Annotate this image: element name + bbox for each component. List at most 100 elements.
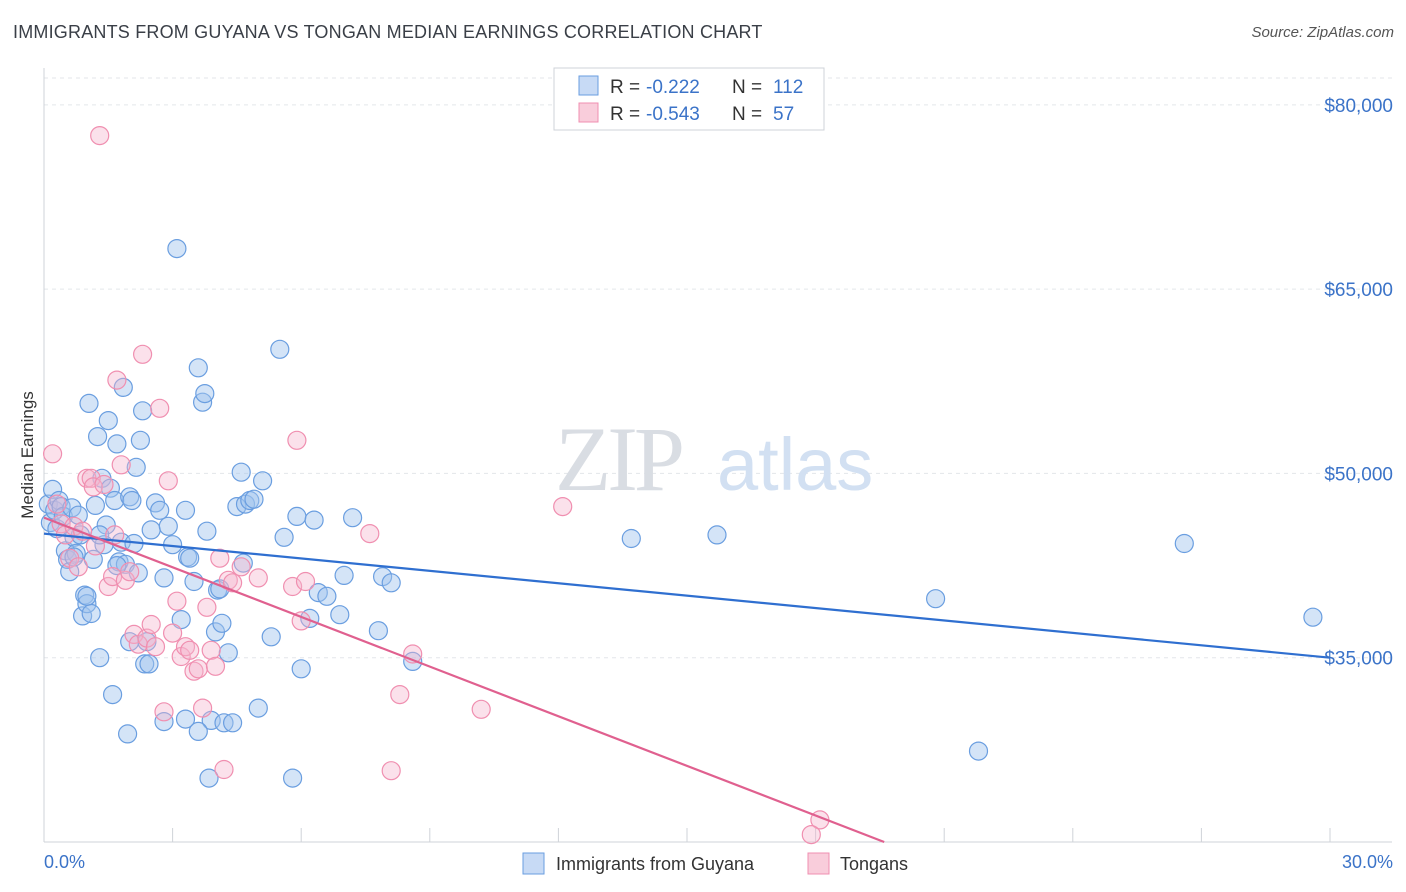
tongans-point-55 [471,699,491,719]
tongans-point-19 [115,570,136,590]
guyana-point-99 [925,589,946,609]
guyana-point-50 [150,500,170,520]
guyana-point-79 [253,471,273,491]
guyana-point-78 [248,698,268,718]
y-tick-labels: $35,000 $50,000 $65,000 $80,000 [1324,96,1393,670]
guyana-point-62 [195,384,215,404]
tongans-point-36 [188,659,208,679]
tongans-point-7 [72,521,93,541]
guyana-point-29 [100,478,121,498]
chart-title: IMMIGRANTS FROM GUYANA VS TONGAN MEDIAN … [13,22,763,42]
legend-bottom-label-guyana: Immigrants from Guyana [556,854,755,874]
legend-r-label-guyana: R = [610,77,640,98]
guyana-point-95 [381,573,401,593]
tongans-point-1 [47,494,67,514]
tongans-point-42 [214,759,234,780]
tongans-point-56 [553,497,573,517]
tongans-point-39 [201,640,221,660]
guyana-point-54 [167,239,187,259]
guyana-point-45 [135,654,155,674]
guyana-point-102 [1303,607,1323,627]
tongans-point-17 [107,370,127,390]
tongans-point-45 [231,557,251,577]
series-legend: Immigrants from Guyana Tongans [522,852,908,875]
guyana-point-2 [42,479,63,499]
guyana-point-56 [175,500,196,520]
guyana-point-58 [180,548,200,568]
guyana-point-19 [79,393,99,413]
stats-legend: R = -0.222 N = 112 R = -0.543 N = 57 [553,67,825,131]
tongans-point-29 [158,471,178,491]
guyana-point-35 [113,377,133,397]
guyana-point-41 [126,457,146,477]
y-tick-label-65000: $65,000 [1324,280,1393,301]
guyana-point-87 [304,510,324,530]
tongans-point-13 [94,474,114,495]
legend-r-value-guyana: -0.222 [646,77,700,98]
tongans-point-18 [111,455,131,475]
y-tick-label-80000: $80,000 [1324,96,1393,117]
legend-r-label-tongans: R = [610,104,640,125]
tongans-point-58 [801,824,821,845]
tongans-point-50 [295,571,316,592]
guyana-point-91 [334,565,354,586]
guyana-point-30 [102,684,123,705]
tongans-point-51 [360,523,380,544]
guyana-point-101 [1174,533,1194,554]
tongans-point-6 [68,557,88,577]
guyana-point-89 [317,586,337,606]
tongans-point-28 [154,702,174,722]
tongans-point-20 [120,562,140,582]
y-axis-label: Median Earnings [18,391,37,519]
tongans-point-14 [98,576,118,597]
guyana-point-107 [223,713,243,733]
guyana-trend-line [43,532,1331,659]
guyana-point-73 [231,462,251,482]
legend-n-value-guyana: 112 [773,77,803,98]
guyana-point-63 [197,521,217,541]
guyana-point-44 [133,401,153,421]
watermark-atlas: atlas [717,423,873,506]
guyana-point-28 [98,411,118,431]
tongans-point-41 [210,548,230,568]
y-tick-label-35000: $35,000 [1324,649,1393,670]
legend-r-value-tongans: -0.543 [646,104,700,125]
guyana-point-64 [199,768,219,788]
guyana-point-104 [175,709,196,729]
tongans-point-46 [248,568,268,588]
legend-bottom-swatch-guyana [522,852,545,875]
guyana-point-20 [81,603,101,624]
tongans-point-44 [223,573,243,593]
guyana-point-71 [218,643,238,663]
guyana-point-60 [188,358,208,378]
guyana-point-47 [139,654,159,674]
guyana-point-93 [368,621,388,641]
tongans-point-30 [163,623,183,643]
tongans-point-0 [42,444,63,464]
tongans-point-53 [390,684,410,705]
legend-n-label-tongans: N = [732,104,762,125]
series-guyana-points [38,239,1323,788]
tongans-point-38 [197,597,217,617]
guyana-point-39 [122,490,142,511]
x-axis-ticks [43,828,1331,842]
guyana-point-105 [154,711,174,732]
guyana-point-31 [105,490,125,511]
guyana-point-52 [158,516,178,536]
watermark: ZIP atlas [555,408,873,510]
guyana-point-69 [212,613,232,633]
guyana-point-37 [117,724,138,744]
guyana-point-84 [287,506,307,527]
legend-swatch-tongans [578,102,599,123]
source-credit: Source: ZipAtlas.com [1251,24,1394,41]
series-tongans-points [42,126,830,845]
guyana-point-23 [87,427,108,447]
guyana-point-48 [141,520,161,540]
guyana-point-109 [188,721,208,742]
guyana-point-55 [171,609,191,630]
guyana-point-106 [77,586,97,606]
guyana-point-92 [343,508,363,528]
guyana-point-96 [403,651,423,672]
guyana-point-11 [62,498,82,518]
